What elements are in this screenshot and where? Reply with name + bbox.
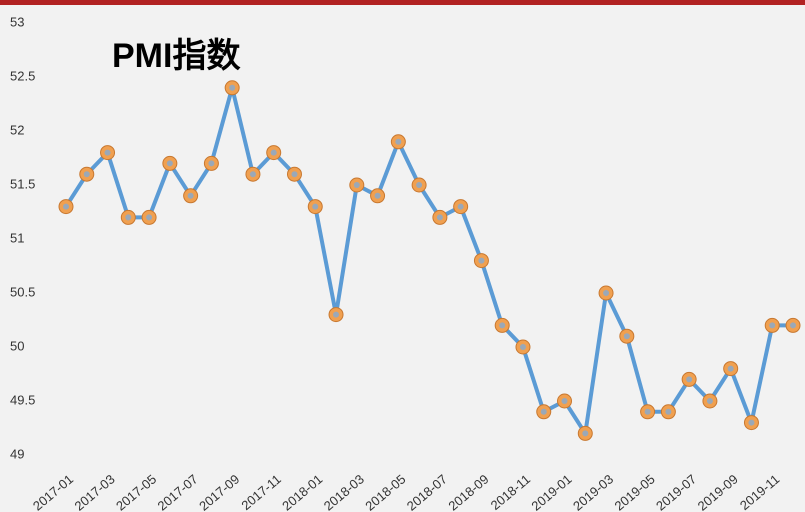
- marker-center: [63, 203, 69, 210]
- marker-center: [561, 398, 568, 404]
- marker-center: [374, 192, 381, 199]
- marker-center: [436, 214, 443, 221]
- y-tick-label: 49.5: [10, 392, 35, 407]
- marker-center: [166, 160, 173, 167]
- marker-center: [623, 333, 630, 340]
- marker-center: [104, 149, 111, 156]
- marker-center: [312, 203, 319, 210]
- marker-center: [83, 171, 90, 178]
- marker-center: [582, 430, 589, 437]
- marker-center: [727, 365, 734, 372]
- marker-center: [603, 290, 610, 296]
- marker-center: [769, 322, 776, 329]
- marker-center: [291, 171, 298, 178]
- y-tick-label: 52: [10, 122, 24, 137]
- marker-center: [457, 203, 464, 210]
- chart-title: PMI指数: [112, 37, 240, 75]
- y-tick-label: 52.5: [10, 68, 35, 83]
- marker-center: [249, 171, 256, 178]
- y-tick-label: 51.5: [10, 176, 35, 191]
- marker-center: [353, 182, 360, 188]
- marker-center: [416, 182, 423, 188]
- marker-center: [686, 376, 693, 383]
- top-border: [0, 0, 805, 5]
- marker-center: [229, 84, 236, 91]
- y-tick-label: 50.5: [10, 284, 35, 299]
- marker-center: [644, 408, 651, 415]
- marker-center: [478, 257, 485, 264]
- marker-center: [748, 419, 755, 426]
- marker-center: [270, 149, 277, 156]
- marker-center: [333, 311, 340, 318]
- marker-center: [395, 138, 402, 145]
- marker-center: [706, 398, 713, 404]
- marker-center: [790, 322, 796, 329]
- y-tick-label: 50: [10, 338, 24, 353]
- y-tick-label: 49: [10, 446, 24, 461]
- marker-center: [125, 214, 132, 221]
- marker-center: [146, 214, 153, 221]
- marker-center: [499, 322, 506, 329]
- marker-center: [519, 344, 526, 350]
- y-tick-label: 51: [10, 230, 24, 245]
- y-tick-label: 53: [10, 14, 24, 29]
- marker-center: [187, 192, 194, 199]
- marker-center: [665, 408, 672, 415]
- marker-center: [208, 160, 215, 167]
- marker-center: [540, 408, 547, 415]
